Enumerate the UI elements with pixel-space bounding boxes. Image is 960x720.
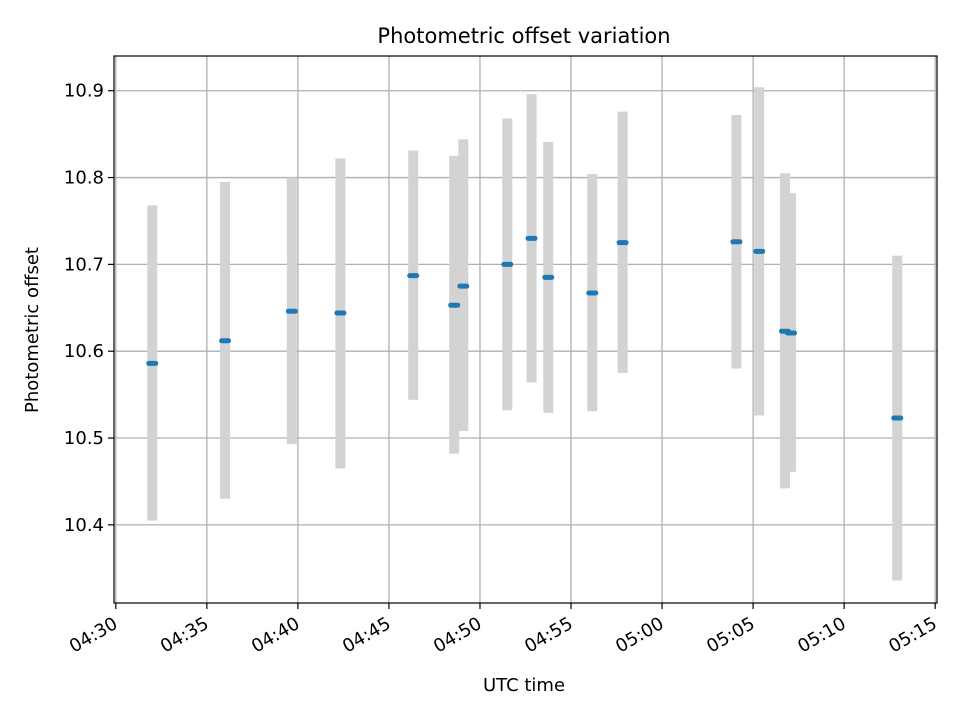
data-point <box>616 240 629 246</box>
x-tick-label: 04:45 <box>339 613 394 657</box>
plot-frame <box>113 55 938 604</box>
x-tick-label: 04:30 <box>66 613 121 657</box>
data-point <box>730 239 743 245</box>
y-tick-label: 10.8 <box>64 168 104 189</box>
y-tick-label: 10.9 <box>64 81 104 102</box>
data-point <box>891 415 904 421</box>
x-tick-label: 05:10 <box>794 613 849 657</box>
data-point <box>457 283 470 289</box>
y-tick-label: 10.5 <box>64 428 104 449</box>
x-tick-label: 04:35 <box>157 613 212 657</box>
data-points <box>146 235 904 421</box>
x-axis-ticks: 04:30 04:35 04:40 04:45 04:50 04:55 05:00 05:05… <box>66 603 941 657</box>
x-tick-label: 04:55 <box>521 613 576 657</box>
x-tick-label: 05:05 <box>703 613 758 657</box>
data-point <box>785 330 798 336</box>
y-axis-ticks: 10.4 10.5 10.6 10.7 10.8 10.9 <box>64 81 114 536</box>
data-point <box>146 360 159 366</box>
data-point <box>285 308 298 314</box>
data-point <box>448 302 461 308</box>
data-point <box>753 248 766 254</box>
y-tick-label: 10.7 <box>64 254 104 275</box>
data-point <box>334 310 347 316</box>
data-point <box>542 274 555 280</box>
x-tick-label: 05:00 <box>612 613 667 657</box>
x-axis-label: UTC time <box>483 675 565 696</box>
chart-title: Photometric offset variation <box>377 24 670 48</box>
data-point <box>219 338 232 344</box>
grid <box>114 56 937 603</box>
data-point <box>586 290 599 296</box>
y-axis-label: Photometric offset <box>22 247 43 413</box>
data-point <box>501 261 514 267</box>
data-point <box>407 273 420 279</box>
x-tick-label: 04:40 <box>248 613 303 657</box>
data-point <box>525 235 538 241</box>
x-tick-label: 05:15 <box>885 613 940 657</box>
y-tick-label: 10.6 <box>64 341 104 362</box>
x-tick-label: 04:50 <box>430 613 485 657</box>
y-tick-label: 10.4 <box>64 515 104 536</box>
